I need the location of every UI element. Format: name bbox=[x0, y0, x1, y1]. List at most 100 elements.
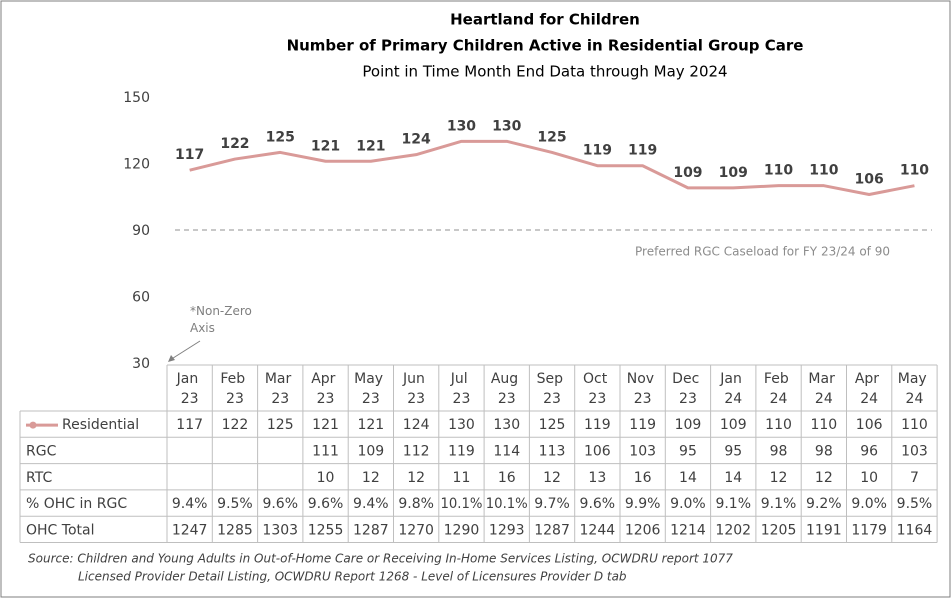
table-cell: 12 bbox=[407, 470, 425, 486]
table-cell: 1290 bbox=[444, 522, 480, 538]
x-tick-label: Nov 23 bbox=[627, 371, 659, 407]
x-tick-label: Feb 23 bbox=[220, 371, 249, 407]
table-cell: 10 bbox=[317, 470, 335, 486]
data-label: 110 bbox=[809, 163, 838, 179]
table-cell: 109 bbox=[357, 443, 384, 459]
table-cell: 106 bbox=[856, 417, 883, 433]
source-note: Licensed Provider Detail Listing, OCWDRU… bbox=[78, 570, 627, 584]
data-label: 125 bbox=[266, 129, 295, 145]
x-tick-label: Dec 23 bbox=[672, 371, 704, 407]
table-cell: 111 bbox=[312, 443, 339, 459]
table-cell: 1270 bbox=[398, 522, 434, 538]
chart-subtitle: Number of Primary Children Active in Res… bbox=[287, 37, 804, 55]
data-label: 119 bbox=[583, 143, 612, 159]
table-cell: 103 bbox=[901, 443, 928, 459]
table-cell: 10.1% bbox=[486, 496, 528, 512]
table-cell: 11 bbox=[453, 470, 471, 486]
data-label: 110 bbox=[764, 163, 793, 179]
x-tick-label: Mar 24 bbox=[808, 371, 839, 407]
table-cell: 1255 bbox=[308, 522, 344, 538]
table-cell: 1202 bbox=[715, 522, 751, 538]
data-label: 130 bbox=[447, 118, 476, 134]
axis-note: *Non-Zero Axis bbox=[190, 304, 252, 335]
data-label: 124 bbox=[402, 132, 431, 148]
table-cell: 119 bbox=[448, 443, 475, 459]
table-cell: 16 bbox=[634, 470, 652, 486]
table-cell: 9.9% bbox=[625, 496, 661, 512]
table-cell: 10 bbox=[860, 470, 878, 486]
x-tick-label: Apr 24 bbox=[855, 371, 884, 407]
table-cell: 1164 bbox=[897, 522, 933, 538]
table-cell: 12 bbox=[770, 470, 788, 486]
table-cell: 113 bbox=[539, 443, 566, 459]
data-label: 121 bbox=[311, 138, 340, 154]
legend-label: Residential bbox=[62, 417, 139, 433]
table-cell: 9.6% bbox=[262, 496, 298, 512]
table-cell: 9.6% bbox=[308, 496, 344, 512]
y-tick-label: 90 bbox=[132, 223, 150, 239]
table-cell: 122 bbox=[222, 417, 249, 433]
row-label: RTC bbox=[26, 470, 52, 486]
table-cell: 9.4% bbox=[172, 496, 208, 512]
table-cell: 110 bbox=[765, 417, 792, 433]
table-cell: 9.1% bbox=[715, 496, 751, 512]
x-tick-label: Apr 23 bbox=[311, 371, 340, 407]
source-note: Source: Children and Young Adults in Out… bbox=[28, 552, 733, 566]
table-cell: 12 bbox=[543, 470, 561, 486]
table-cell: 119 bbox=[584, 417, 611, 433]
table-cell: 125 bbox=[267, 417, 294, 433]
legend-marker bbox=[29, 421, 37, 429]
table-cell: 119 bbox=[629, 417, 656, 433]
table-cell: 95 bbox=[724, 443, 742, 459]
table-cell: 13 bbox=[588, 470, 606, 486]
table-cell: 95 bbox=[679, 443, 697, 459]
annotation-arrow bbox=[169, 340, 201, 361]
row-label: % OHC in RGC bbox=[26, 496, 127, 512]
table-cell: 98 bbox=[815, 443, 833, 459]
data-label: 117 bbox=[175, 147, 204, 163]
table-cell: 12 bbox=[362, 470, 380, 486]
x-tick-label: Jun 23 bbox=[402, 371, 429, 407]
table-cell: 1287 bbox=[534, 522, 570, 538]
table-cell: 110 bbox=[810, 417, 837, 433]
y-tick-label: 30 bbox=[132, 356, 150, 372]
table-cell: 114 bbox=[493, 443, 520, 459]
table-cell: 9.0% bbox=[670, 496, 706, 512]
table-cell: 106 bbox=[584, 443, 611, 459]
data-label: 109 bbox=[673, 165, 702, 181]
table-cell: 9.5% bbox=[217, 496, 253, 512]
data-label: 121 bbox=[356, 138, 385, 154]
table-cell: 9.8% bbox=[398, 496, 434, 512]
table-cell: 130 bbox=[448, 417, 475, 433]
x-tick-label: Feb 24 bbox=[764, 371, 793, 407]
x-tick-label: Mar 23 bbox=[265, 371, 296, 407]
table-cell: 121 bbox=[312, 417, 339, 433]
table-cell: 10.1% bbox=[440, 496, 482, 512]
data-label: 119 bbox=[628, 143, 657, 159]
data-label: 110 bbox=[900, 163, 929, 179]
table-cell: 125 bbox=[539, 417, 566, 433]
reference-label: Preferred RGC Caseload for FY 23/24 of 9… bbox=[635, 245, 890, 259]
table-cell: 109 bbox=[675, 417, 702, 433]
y-tick-label: 120 bbox=[123, 157, 150, 173]
x-tick-label: Jan 23 bbox=[176, 371, 203, 407]
x-tick-label: Sep 23 bbox=[537, 371, 568, 407]
data-label: 106 bbox=[855, 172, 884, 188]
table-cell: 1247 bbox=[172, 522, 208, 538]
table-cell: 96 bbox=[860, 443, 878, 459]
table-cell: 9.2% bbox=[806, 496, 842, 512]
table-cell: 1191 bbox=[806, 522, 842, 538]
y-tick-label: 150 bbox=[123, 90, 150, 106]
table-cell: 130 bbox=[493, 417, 520, 433]
table-cell: 1206 bbox=[625, 522, 661, 538]
table-cell: 16 bbox=[498, 470, 516, 486]
data-label: 130 bbox=[492, 118, 521, 134]
table-cell: 1303 bbox=[262, 522, 298, 538]
table-cell: 14 bbox=[724, 470, 742, 486]
table-cell: 110 bbox=[901, 417, 928, 433]
table-cell: 117 bbox=[176, 417, 203, 433]
table-cell: 1244 bbox=[580, 522, 616, 538]
